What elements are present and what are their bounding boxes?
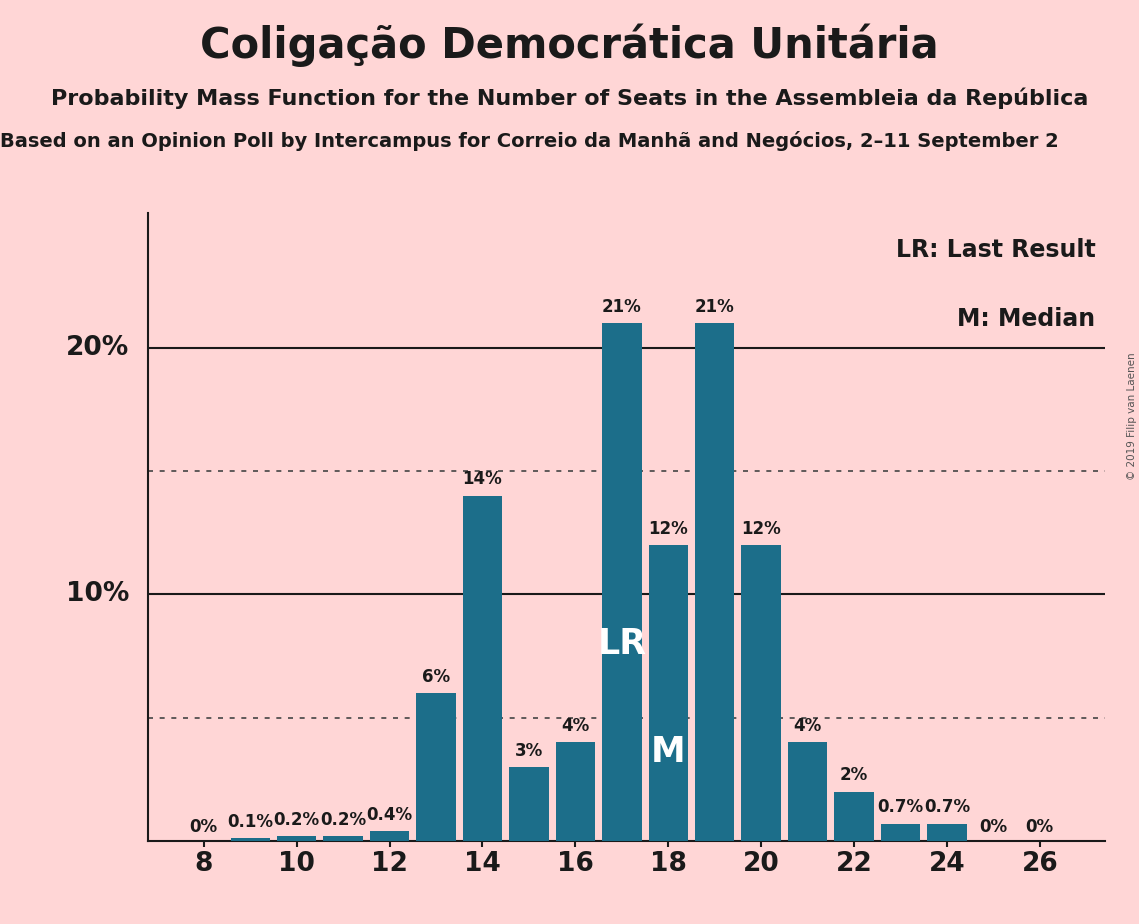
Bar xyxy=(603,323,641,841)
Bar xyxy=(741,545,781,841)
Text: LR: Last Result: LR: Last Result xyxy=(895,237,1096,261)
Text: LR: LR xyxy=(597,627,646,662)
Text: 14%: 14% xyxy=(462,470,502,489)
Bar xyxy=(509,767,549,841)
Text: 0.7%: 0.7% xyxy=(924,798,970,816)
Text: 12%: 12% xyxy=(741,520,781,538)
Bar xyxy=(648,545,688,841)
Bar xyxy=(788,742,827,841)
Text: M: M xyxy=(650,736,686,769)
Text: 0%: 0% xyxy=(980,818,1007,836)
Text: 0.7%: 0.7% xyxy=(877,798,924,816)
Text: © 2019 Filip van Laenen: © 2019 Filip van Laenen xyxy=(1126,352,1137,480)
Bar xyxy=(462,496,502,841)
Text: M: Median: M: Median xyxy=(957,307,1096,331)
Bar xyxy=(323,836,363,841)
Text: 0.2%: 0.2% xyxy=(320,810,367,829)
Text: 0%: 0% xyxy=(1026,818,1054,836)
Text: 3%: 3% xyxy=(515,742,543,760)
Bar xyxy=(416,693,456,841)
Bar xyxy=(277,836,317,841)
Text: 0.4%: 0.4% xyxy=(367,806,412,823)
Text: 21%: 21% xyxy=(695,298,735,316)
Bar xyxy=(230,838,270,841)
Text: 0%: 0% xyxy=(190,818,218,836)
Text: 4%: 4% xyxy=(794,717,821,735)
Text: 12%: 12% xyxy=(648,520,688,538)
Text: Coligação Democrática Unitária: Coligação Democrática Unitária xyxy=(200,23,939,67)
Bar xyxy=(927,823,967,841)
Text: 21%: 21% xyxy=(601,298,641,316)
Bar xyxy=(880,823,920,841)
Bar xyxy=(370,831,409,841)
Bar xyxy=(834,792,874,841)
Text: 20%: 20% xyxy=(66,335,129,361)
Text: 4%: 4% xyxy=(562,717,590,735)
Text: 0.2%: 0.2% xyxy=(273,810,320,829)
Text: Based on an Opinion Poll by Intercampus for Correio da Manhã and Negócios, 2–11 : Based on an Opinion Poll by Intercampus … xyxy=(0,131,1059,152)
Text: 2%: 2% xyxy=(839,766,868,784)
Text: 0.1%: 0.1% xyxy=(228,813,273,831)
Bar xyxy=(695,323,735,841)
Bar xyxy=(556,742,595,841)
Text: Probability Mass Function for the Number of Seats in the Assembleia da República: Probability Mass Function for the Number… xyxy=(51,88,1088,109)
Text: 6%: 6% xyxy=(421,668,450,686)
Text: 10%: 10% xyxy=(66,581,129,607)
